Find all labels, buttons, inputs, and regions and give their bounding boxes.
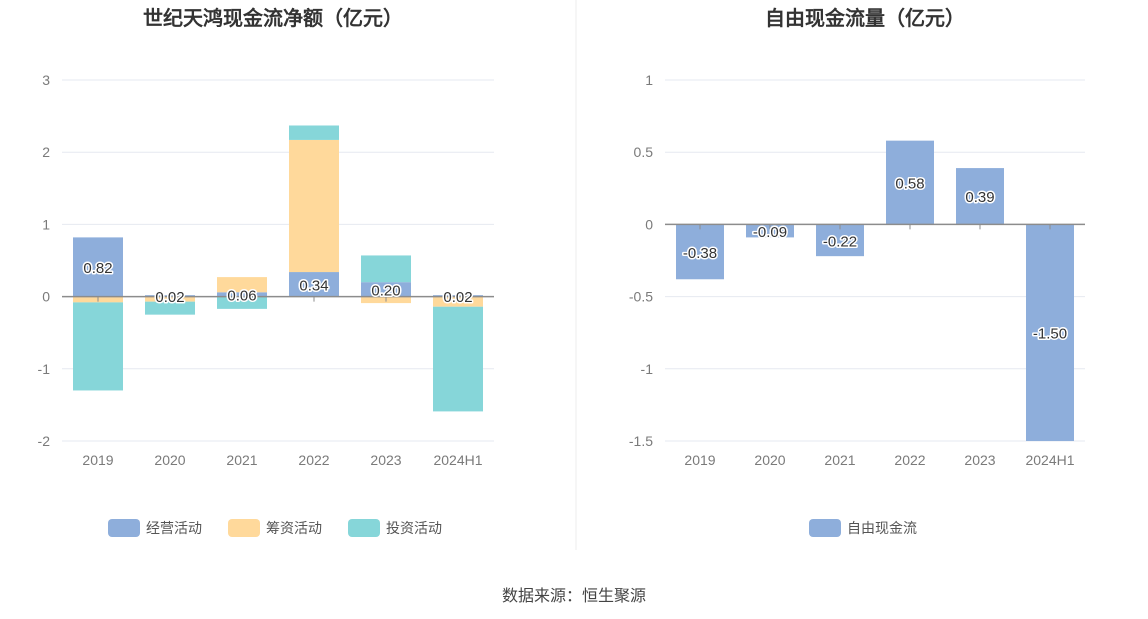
y-tick-label: -1 — [38, 361, 51, 377]
bar-筹资活动-2021[interactable] — [217, 277, 267, 293]
x-tick-label: 2021 — [824, 452, 855, 468]
data-label: -0.22 — [823, 233, 857, 250]
legend-item[interactable]: 投资活动 — [348, 519, 442, 537]
y-tick-label: 1 — [645, 72, 653, 88]
bar-投资活动-2023[interactable] — [361, 255, 411, 283]
x-tick-label: 2020 — [154, 452, 185, 468]
legend-swatch — [228, 519, 260, 537]
bar-经营活动-2023[interactable] — [361, 282, 411, 297]
legend-label: 投资活动 — [386, 521, 442, 537]
x-tick-label: 2021 — [226, 452, 257, 468]
x-tick-label: 2023 — [964, 452, 995, 468]
legend-swatch — [108, 519, 140, 537]
legend-item[interactable]: 自由现金流 — [809, 519, 917, 537]
bar-自由现金流-2020[interactable] — [746, 224, 794, 238]
bar-投资活动-2021[interactable] — [217, 296, 267, 309]
y-tick-label: -1.5 — [629, 433, 653, 449]
y-tick-label: 0 — [42, 289, 50, 305]
bar-自由现金流-2021[interactable] — [816, 224, 864, 257]
legend-label: 筹资活动 — [266, 520, 322, 537]
data-label: 0.39 — [965, 189, 994, 206]
x-tick-label: 2022 — [298, 452, 329, 468]
data-label: 0.82 — [83, 260, 112, 277]
cash-flow-chart: 世纪天鸿现金流净额（亿元） 3 2 1 0 -1 -2 2019 2020 2021 2022 2… — [38, 6, 494, 537]
bar-自由现金流-2023[interactable] — [956, 168, 1004, 225]
bar-自由现金流-2022[interactable] — [886, 140, 934, 225]
data-label: 0.34 — [299, 277, 328, 294]
data-label: -0.38 — [683, 245, 717, 262]
data-label: 0.06 — [227, 287, 256, 304]
x-tick-label: 2022 — [894, 452, 925, 468]
legend-item[interactable]: 经营活动 — [108, 519, 202, 537]
bar-经营活动-2022[interactable] — [289, 272, 339, 297]
bar-筹资活动-2024H1[interactable] — [433, 296, 483, 307]
bar-投资活动-2024H1[interactable] — [433, 306, 483, 412]
free-cash-flow-chart: 自由现金流量（亿元） 1 0.5 0 -0.5 -1 -1.5 2019 2020 2021 2… — [629, 6, 1085, 537]
legend-swatch — [809, 519, 841, 537]
x-tick-label: 2020 — [754, 452, 785, 468]
bar-自由现金流-2024H1[interactable] — [1026, 224, 1074, 441]
y-tick-label: 0 — [645, 216, 653, 232]
y-tick-label: 3 — [42, 72, 50, 88]
legend-label: 经营活动 — [146, 521, 202, 537]
y-tick-label: 0.5 — [634, 144, 654, 160]
legend-swatch — [348, 519, 380, 537]
chart-title: 世纪天鸿现金流净额（亿元） — [143, 6, 403, 30]
x-tick-label: 2019 — [684, 452, 715, 468]
bar-筹资活动-2022[interactable] — [289, 139, 339, 273]
x-tick-label: 2024H1 — [1025, 452, 1074, 468]
x-tick-label: 2024H1 — [433, 452, 482, 468]
data-label: -0.09 — [753, 224, 787, 241]
y-tick-label: 2 — [42, 144, 50, 160]
y-tick-label: 1 — [42, 216, 50, 232]
data-label: 0.20 — [371, 282, 400, 299]
bar-投资活动-2020[interactable] — [145, 301, 195, 315]
bar-经营活动-2019[interactable] — [73, 237, 123, 297]
bar-经营活动-2021[interactable] — [217, 292, 267, 297]
y-tick-label: -2 — [38, 433, 51, 449]
data-source: 数据来源：恒生聚源 — [501, 586, 646, 605]
y-tick-label: -1 — [641, 361, 654, 377]
data-label: 0.58 — [895, 176, 924, 193]
data-label: -1.50 — [1033, 326, 1067, 343]
legend-item[interactable]: 筹资活动 — [228, 519, 322, 537]
legend-label: 自由现金流 — [847, 521, 917, 537]
y-tick-label: -0.5 — [629, 289, 653, 305]
data-label: 0.02 — [155, 289, 184, 306]
data-label: 0.02 — [443, 289, 472, 306]
x-tick-label: 2023 — [370, 452, 401, 468]
bar-投资活动-2022[interactable] — [289, 125, 339, 140]
bar-自由现金流-2019[interactable] — [676, 224, 724, 280]
chart-title: 自由现金流量（亿元） — [765, 6, 965, 30]
x-tick-label: 2019 — [82, 452, 113, 468]
bar-投资活动-2019[interactable] — [73, 302, 123, 391]
